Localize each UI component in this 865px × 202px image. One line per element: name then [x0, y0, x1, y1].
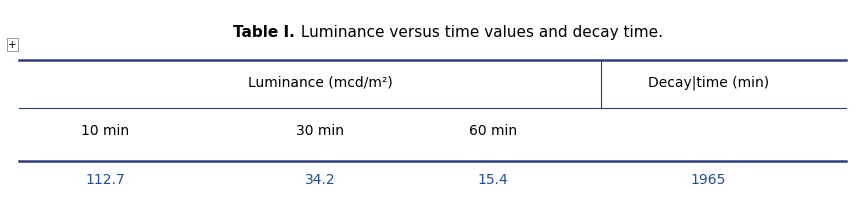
Text: 34.2: 34.2	[305, 172, 336, 186]
Text: 10 min: 10 min	[80, 123, 129, 137]
Text: 60 min: 60 min	[469, 123, 517, 137]
Text: Luminance versus time values and decay time.: Luminance versus time values and decay t…	[297, 25, 663, 40]
Text: Table I.: Table I.	[233, 25, 295, 40]
Text: Luminance (mcd/m²): Luminance (mcd/m²)	[248, 76, 393, 89]
Text: +: +	[9, 40, 17, 50]
Text: 1965: 1965	[691, 172, 726, 186]
Text: 15.4: 15.4	[477, 172, 509, 186]
Text: 30 min: 30 min	[297, 123, 344, 137]
Text: Decay|time (min): Decay|time (min)	[648, 75, 769, 90]
Text: 112.7: 112.7	[85, 172, 125, 186]
